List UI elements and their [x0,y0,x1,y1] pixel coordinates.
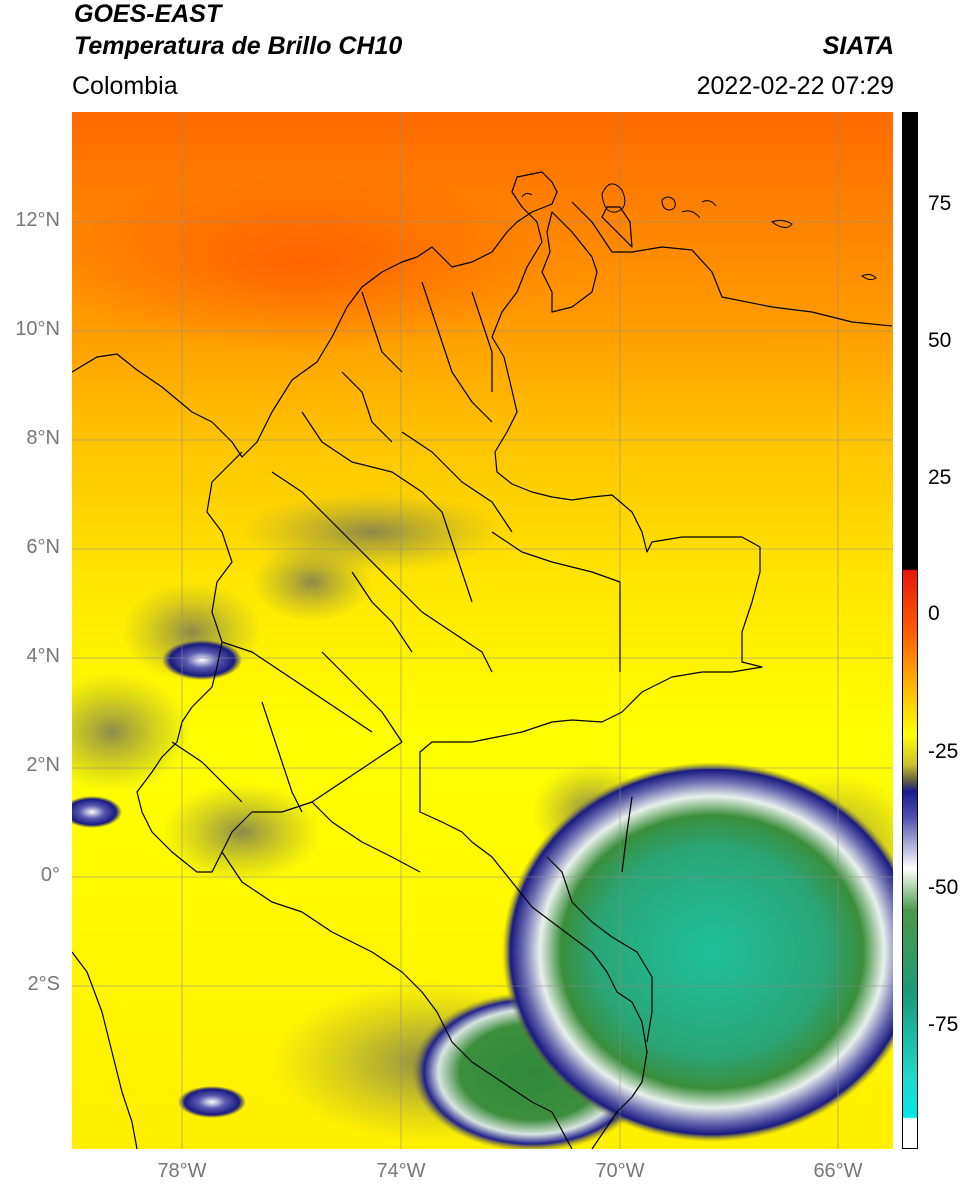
colorbar-tick-25: 25 [928,466,952,489]
colorbar-tick-neg25: -25 [928,740,959,763]
lat-label-12n: 12°N [15,209,60,231]
convective-system [502,762,893,1142]
borders [72,171,893,1149]
lat-label-0: 0° [40,864,60,886]
timestamp-label: 2022-02-22 07:29 [696,72,894,100]
islands [521,183,877,281]
cloud-field [162,782,322,882]
colorbar-tick-neg75: -75 [928,1013,959,1036]
cloud-field [72,672,192,792]
colorbar-tick-75: 75 [928,192,952,215]
warm-region [72,172,562,352]
lat-label-8n: 8°N [26,427,60,449]
cloud-field [252,542,372,622]
lat-label-6n: 6°N [26,536,60,558]
convective-cell [178,1086,246,1118]
lon-label-70w: 70°W [595,1160,645,1182]
lon-label-74w: 74°W [376,1160,426,1182]
colorbar-ramp [902,112,918,1149]
title-line-2: Temperatura de Brillo CH10 [74,32,403,60]
lon-label-78w: 78°W [157,1160,207,1182]
brightness-temperature-map [72,112,893,1149]
lat-label-2s: 2°S [27,973,60,995]
colorbar-tick-0: 0 [928,602,940,625]
colorbar [902,112,918,1149]
source-label: SIATA [822,32,894,60]
lon-label-66w: 66°W [813,1160,863,1182]
title-line-1: GOES-EAST [74,0,222,28]
convective-cell [162,640,242,680]
region-label: Colombia [72,72,178,100]
lat-label-4n: 4°N [26,645,60,667]
convective-cell [72,796,122,828]
lat-label-2n: 2°N [26,754,60,776]
colorbar-tick-50: 50 [928,329,952,352]
lat-label-10n: 10°N [15,318,60,340]
colorbar-tick-neg50: -50 [928,876,959,899]
